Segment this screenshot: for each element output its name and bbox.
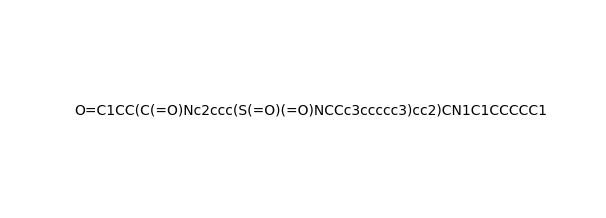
Text: O=C1CC(C(=O)Nc2ccc(S(=O)(=O)NCCc3ccccc3)cc2)CN1C1CCCCC1: O=C1CC(C(=O)Nc2ccc(S(=O)(=O)NCCc3ccccc3)… — [74, 103, 547, 117]
